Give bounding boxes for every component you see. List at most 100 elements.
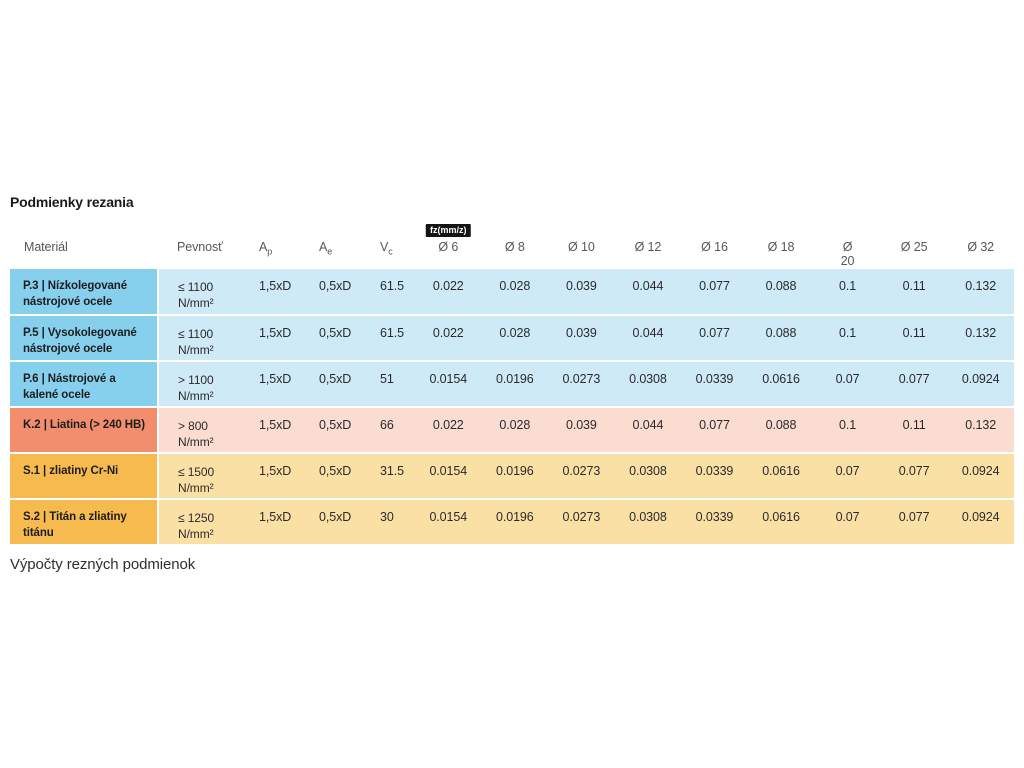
fz-d8-cell: 0.0196 (481, 453, 549, 500)
col-header-ap: Ap (239, 223, 299, 269)
fz-d32-cell: 0.132 (947, 315, 1014, 362)
col-header-d18: Ø 18 (767, 240, 795, 254)
fz-d8-cell: 0.028 (481, 315, 549, 362)
section-footer: Výpočty rezných podmienok (10, 556, 196, 573)
fz-d32-cell: 0.132 (947, 269, 1014, 316)
col-header-d8: Ø 8 (504, 240, 525, 254)
fz-d6-cell: 0.0154 (415, 499, 482, 546)
pevnost-value: ≤ 1250 (178, 511, 215, 525)
fz-d20-cell: 0.1 (814, 407, 881, 454)
ap-subscript: p (267, 246, 273, 257)
fz-d12-cell: 0.0308 (614, 361, 682, 408)
col-header-vc: Vc (359, 223, 415, 269)
fz-d12-cell: 0.0308 (614, 453, 682, 500)
ap-cell: 1,5xD (239, 269, 299, 316)
material-cell: S.2 | Titán a zliatiny titánu (10, 499, 159, 546)
fz-d12-cell: 0.044 (614, 315, 682, 362)
fz-d20-cell: 0.1 (814, 315, 881, 362)
ae-cell: 0,5xD (299, 453, 359, 500)
fz-d16-cell: 0.077 (681, 269, 748, 316)
ap-cell: 1,5xD (239, 315, 299, 362)
col-header-d20: Ø 20 (814, 223, 881, 269)
fz-d10-cell: 0.0273 (548, 361, 615, 408)
material-cell: S.1 | zliatiny Cr-Ni (10, 453, 159, 500)
pevnost-value: > 1100 (178, 373, 214, 387)
fz-d16-cell: 0.0339 (681, 499, 748, 546)
fz-d18-cell: 0.0616 (747, 361, 815, 408)
ap-cell: 1,5xD (239, 361, 299, 408)
pevnost-unit: N/mm² (178, 481, 214, 495)
fz-d20-cell: 0.1 (814, 269, 881, 316)
d6-label: Ø 6 (438, 240, 459, 254)
pevnost-value: > 800 (178, 419, 208, 433)
table-row-s1: S.1 | zliatiny Cr-Ni ≤ 1500 N/mm² 1,5xD 0… (10, 453, 1014, 500)
pevnost-value: ≤ 1100 (178, 280, 214, 294)
ap-cell: 1,5xD (239, 453, 299, 500)
col-header-d16: Ø 16 (701, 240, 728, 254)
d20-label-line1: Ø (842, 240, 853, 254)
fz-d10-cell: 0.039 (548, 315, 615, 362)
fz-d25-cell: 0.11 (880, 269, 948, 316)
fz-d6-cell: 0.0154 (415, 453, 482, 500)
vc-cell: 31.5 (359, 453, 415, 500)
fz-d10-cell: 0.039 (548, 407, 615, 454)
fz-d6-cell: 0.022 (415, 407, 482, 454)
col-header-d32: Ø 32 (967, 240, 995, 254)
vc-cell: 30 (359, 499, 415, 546)
vc-subscript: c (388, 246, 393, 257)
col-header-material: Materiál (24, 240, 68, 254)
fz-d25-cell: 0.11 (880, 315, 948, 362)
pevnost-unit: N/mm² (178, 343, 214, 357)
ae-cell: 0,5xD (299, 407, 359, 454)
fz-d6-cell: 0.022 (415, 269, 482, 316)
col-header-ae: Ae (299, 223, 359, 269)
fz-d10-cell: 0.0273 (548, 453, 615, 500)
col-header-d10: Ø 10 (568, 240, 595, 254)
fz-d18-cell: 0.088 (747, 269, 815, 316)
pevnost-unit: N/mm² (178, 296, 214, 310)
fz-d8-cell: 0.028 (481, 269, 549, 316)
pevnost-cell: > 1100 N/mm² (158, 361, 239, 408)
ae-cell: 0,5xD (299, 361, 359, 408)
fz-d18-cell: 0.088 (747, 407, 815, 454)
vc-cell: 61.5 (359, 315, 415, 362)
table-row-s2: S.2 | Titán a zliatiny titánu ≤ 1250 N/mm… (10, 499, 1014, 546)
fz-d25-cell: 0.077 (880, 453, 948, 500)
ae-cell: 0,5xD (299, 269, 359, 316)
fz-d16-cell: 0.077 (681, 407, 748, 454)
material-cell: P.5 | Vysokolegované nástrojové ocele (10, 315, 159, 362)
fz-d25-cell: 0.11 (880, 407, 948, 454)
fz-d32-cell: 0.0924 (947, 499, 1014, 546)
pevnost-unit: N/mm² (178, 527, 214, 541)
pevnost-unit: N/mm² (178, 435, 214, 449)
fz-d6-cell: 0.022 (415, 315, 482, 362)
vc-cell: 51 (359, 361, 415, 408)
col-header-d6: fz(mm/z) Ø 6 (415, 223, 482, 269)
fz-d12-cell: 0.0308 (614, 499, 682, 546)
table-row-p5: P.5 | Vysokolegované nástrojové ocele ≤ … (10, 315, 1014, 362)
fz-d8-cell: 0.0196 (481, 499, 549, 546)
fz-d12-cell: 0.044 (614, 407, 682, 454)
fz-d32-cell: 0.132 (947, 407, 1014, 454)
ae-subscript: e (327, 246, 333, 257)
fz-d8-cell: 0.028 (481, 407, 549, 454)
ap-cell: 1,5xD (239, 407, 299, 454)
fz-d10-cell: 0.0273 (548, 499, 615, 546)
ap-cell: 1,5xD (239, 499, 299, 546)
pevnost-value: ≤ 1100 (178, 327, 214, 341)
fz-d16-cell: 0.077 (681, 315, 748, 362)
fz-d20-cell: 0.07 (814, 499, 881, 546)
fz-d8-cell: 0.0196 (481, 361, 549, 408)
fz-d25-cell: 0.077 (880, 361, 948, 408)
fz-d6-cell: 0.0154 (415, 361, 482, 408)
col-header-d25: Ø 25 (900, 240, 928, 254)
col-header-d12: Ø 12 (634, 240, 662, 254)
fz-d32-cell: 0.0924 (947, 361, 1014, 408)
ae-cell: 0,5xD (299, 315, 359, 362)
table-header-row: Materiál Pevnosť Ap Ae Vc fz(mm/z) Ø 6 Ø… (10, 223, 1014, 269)
ae-symbol: A (319, 240, 328, 254)
col-header-pevnost: Pevnosť (177, 240, 223, 254)
fz-d12-cell: 0.044 (614, 269, 682, 316)
d20-label-line2: 20 (840, 254, 855, 268)
fz-d25-cell: 0.077 (880, 499, 948, 546)
